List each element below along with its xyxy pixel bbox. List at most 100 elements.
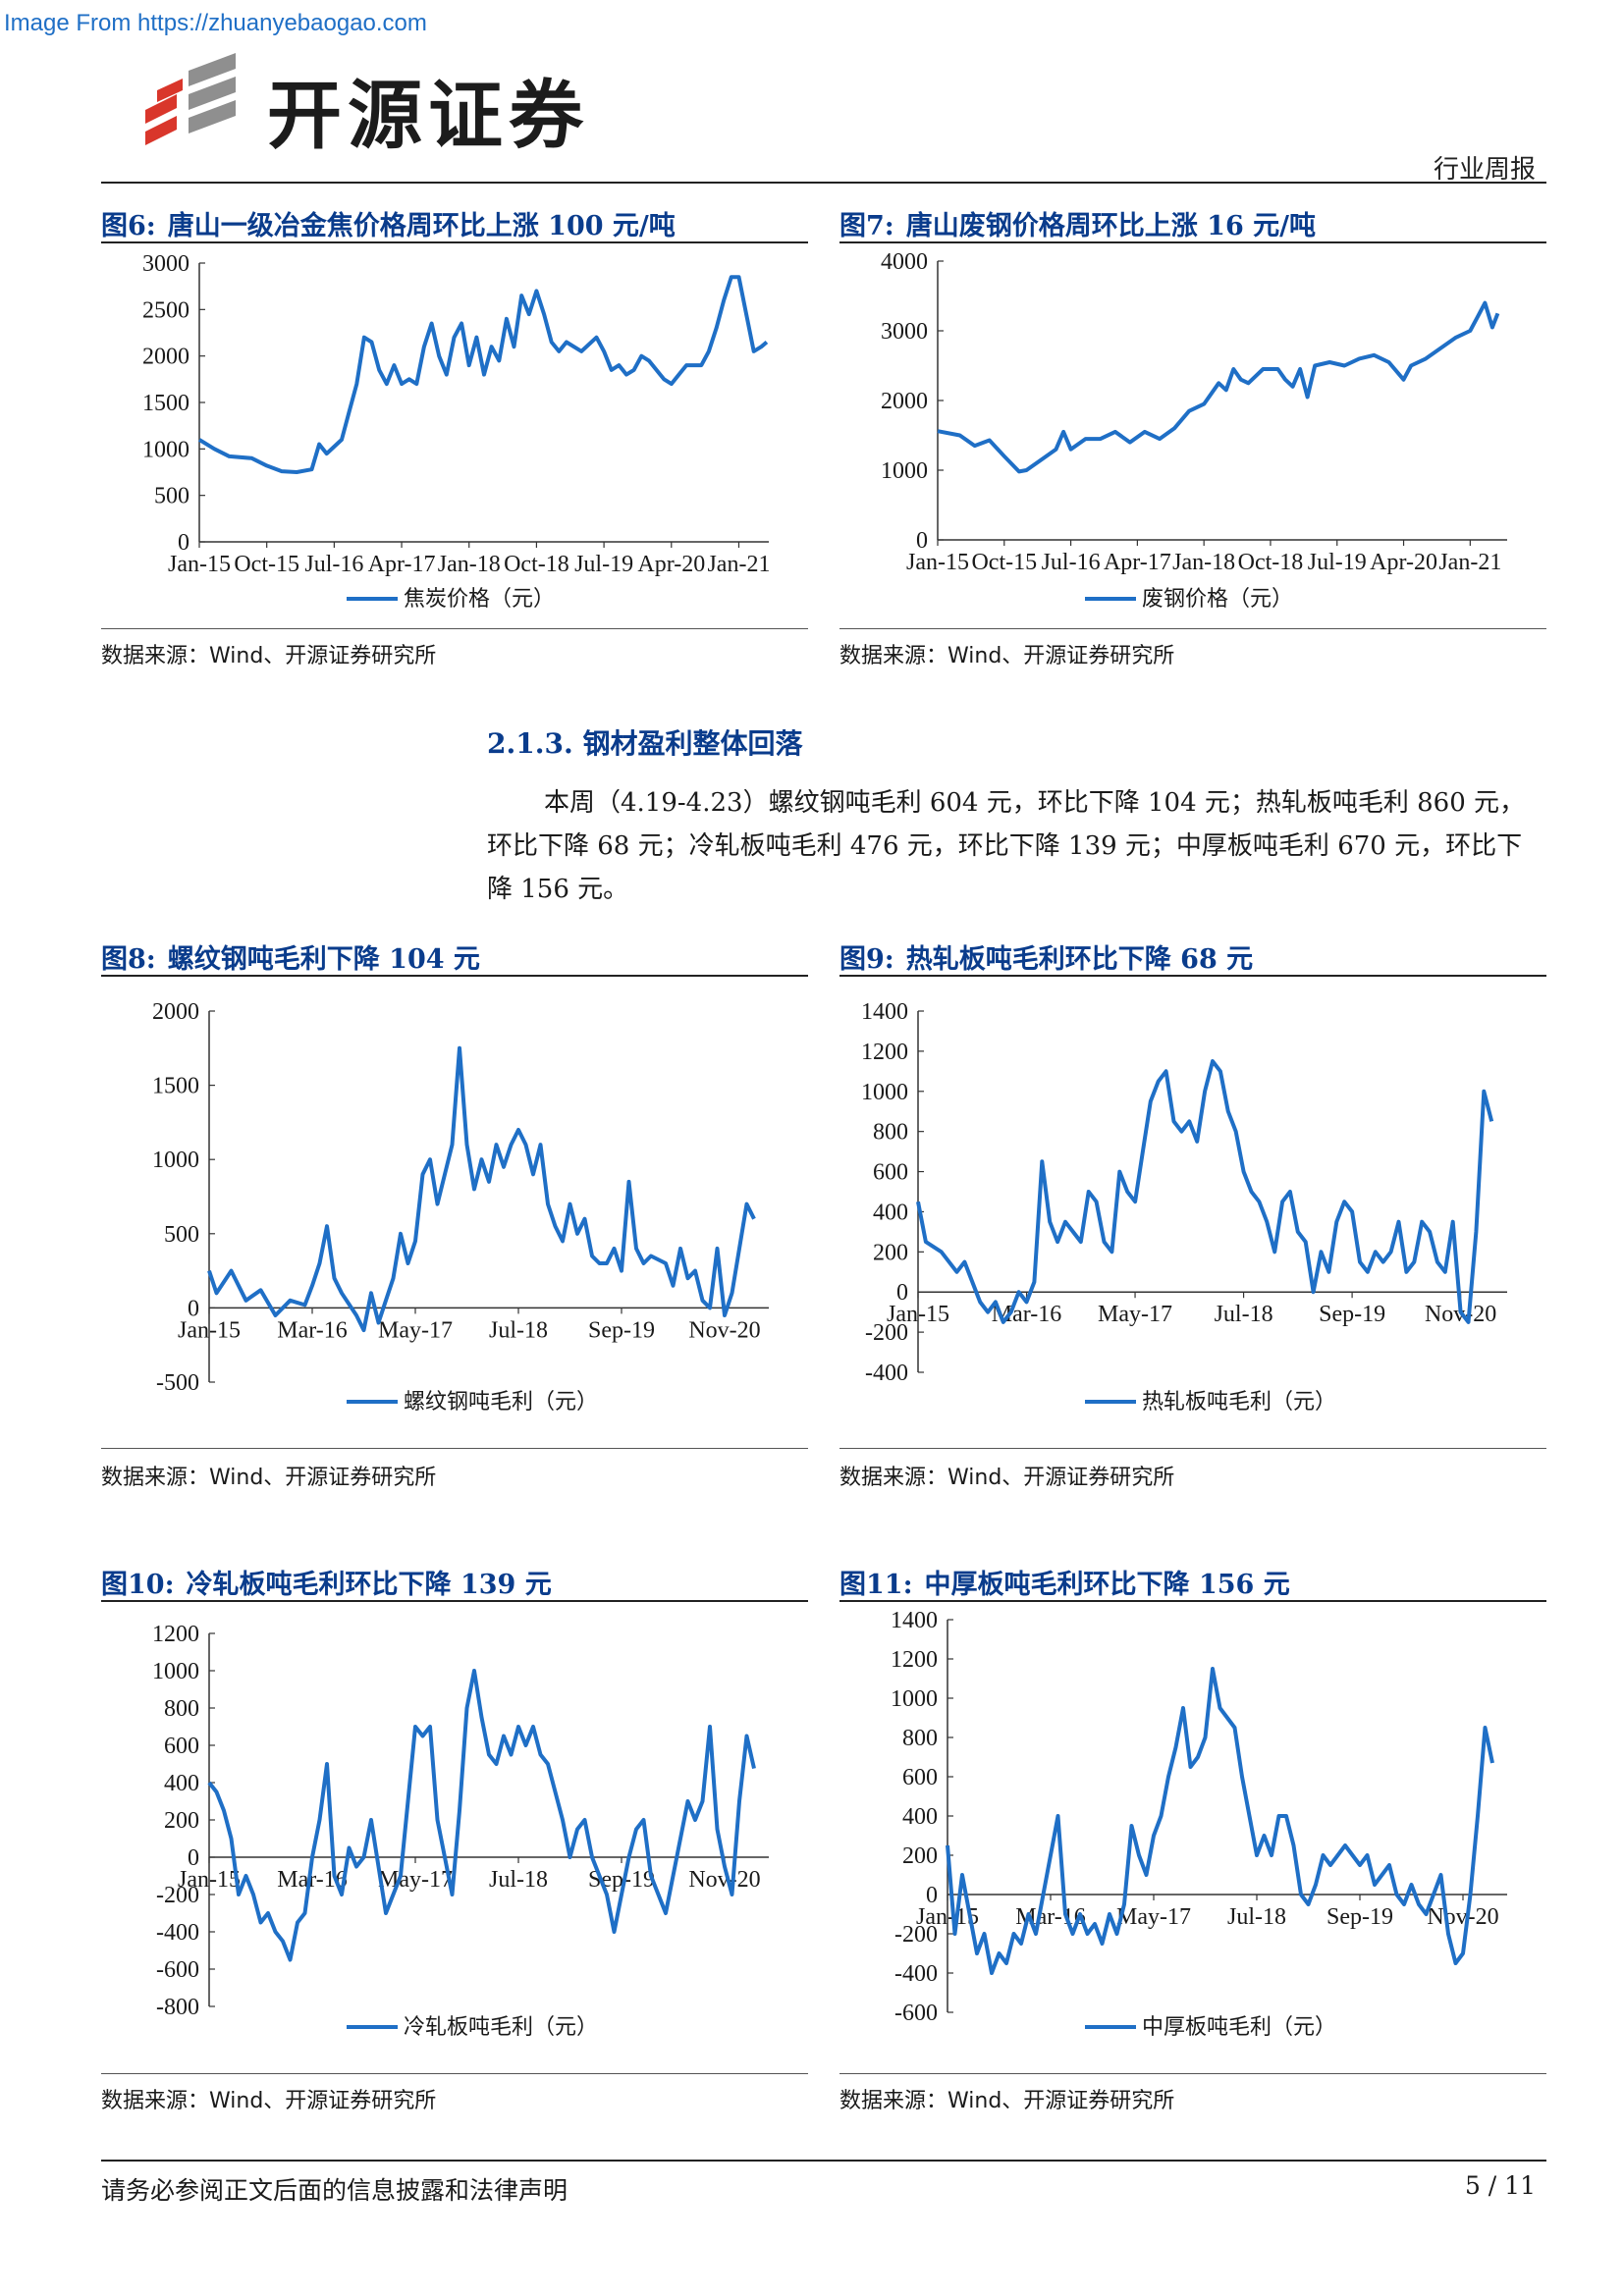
y-tick-label: 0 xyxy=(188,1296,199,1321)
figure-6-title-text: 唐山一级冶金焦价格周环比上涨 100 元/吨 xyxy=(167,211,676,241)
x-tick-label: May-17 xyxy=(378,1867,453,1893)
y-tick-label: -200 xyxy=(865,1320,908,1346)
y-tick-label: 600 xyxy=(902,1765,938,1790)
y-tick-label: 600 xyxy=(164,1734,199,1759)
figure-6-bottom-rule xyxy=(101,628,808,629)
series-line xyxy=(946,1667,1494,1975)
y-tick-label: 400 xyxy=(164,1771,199,1796)
y-tick-label: 1000 xyxy=(152,1148,199,1173)
legend-label: 热轧板吨毛利（元） xyxy=(1142,1390,1336,1415)
figure-8-title-text: 螺纹钢吨毛利下降 104 元 xyxy=(167,944,480,975)
figure-11-chart: -600-400-2000200400600800100012001400Jan… xyxy=(891,1608,1507,2040)
y-tick-label: 200 xyxy=(873,1240,908,1265)
y-tick-label: 400 xyxy=(902,1804,938,1830)
x-tick-label: Jul-16 xyxy=(1042,550,1101,575)
figure-7-title: 图7: 唐山废钢价格周环比上涨 16 元/吨 xyxy=(839,204,1316,242)
figure-11-label: 图11: xyxy=(839,1570,913,1600)
x-tick-label: Apr-17 xyxy=(1104,550,1171,575)
x-tick-label: Jan-15 xyxy=(178,1867,241,1893)
y-tick-label: 2500 xyxy=(142,297,189,323)
figure-7-bottom-rule xyxy=(839,628,1546,629)
figure-8-title: 图8: 螺纹钢吨毛利下降 104 元 xyxy=(101,937,480,976)
figure-10-top-rule xyxy=(101,1600,808,1602)
y-tick-label: -600 xyxy=(894,2001,938,2026)
report-type: 行业周报 xyxy=(1433,155,1536,185)
figure-9-source: 数据来源：Wind、开源证券研究所 xyxy=(839,1466,1175,1490)
legend-label: 废钢价格（元） xyxy=(1142,587,1293,612)
x-tick-label: Jul-18 xyxy=(1215,1302,1273,1327)
y-tick-label: 1000 xyxy=(142,437,189,462)
figure-11-bottom-rule xyxy=(839,2073,1546,2074)
x-tick-label: May-17 xyxy=(378,1317,453,1343)
figure-7-source: 数据来源：Wind、开源证券研究所 xyxy=(839,644,1175,668)
figure-8-label: 图8: xyxy=(101,944,156,975)
x-tick-label: Apr-20 xyxy=(1370,550,1437,575)
y-tick-label: -800 xyxy=(156,1995,199,2020)
x-tick-label: Sep-19 xyxy=(1326,1904,1393,1930)
x-tick-label: May-17 xyxy=(1116,1904,1191,1930)
figure-9-bottom-rule xyxy=(839,1448,1546,1449)
figure-11-top-rule xyxy=(839,1600,1546,1602)
brand-logo-mark xyxy=(145,53,236,145)
x-tick-label: Jan-21 xyxy=(707,552,770,577)
x-tick-label: Jul-18 xyxy=(489,1317,548,1343)
series-line xyxy=(916,1059,1494,1324)
header-rule xyxy=(101,182,1546,184)
legend-label: 螺纹钢吨毛利（元） xyxy=(404,1390,598,1415)
y-tick-label: 1000 xyxy=(861,1080,908,1105)
figure-9-top-rule xyxy=(839,975,1546,977)
y-tick-label: -500 xyxy=(156,1370,199,1396)
figure-11-title-text: 中厚板吨毛利环比下降 156 元 xyxy=(924,1570,1290,1600)
y-tick-label: 200 xyxy=(902,1843,938,1869)
x-tick-label: Sep-19 xyxy=(588,1317,655,1343)
y-tick-label: -400 xyxy=(156,1920,199,1946)
figure-7-title-text: 唐山废钢价格周环比上涨 16 元/吨 xyxy=(905,211,1316,241)
y-tick-label: -200 xyxy=(156,1883,199,1908)
y-tick-label: 0 xyxy=(916,528,928,554)
x-tick-label: Jan-18 xyxy=(1172,550,1235,575)
y-tick-label: 800 xyxy=(164,1696,199,1722)
y-tick-label: 200 xyxy=(164,1808,199,1834)
x-tick-label: Sep-19 xyxy=(1319,1302,1385,1327)
figure-6-top-rule xyxy=(101,241,808,243)
y-tick-label: -400 xyxy=(894,1961,938,1987)
footer-disclaimer: 请务必参阅正文后面的信息披露和法律声明 xyxy=(101,2176,568,2205)
figure-10-title: 图10: 冷轧板吨毛利环比下降 139 元 xyxy=(101,1563,552,1601)
x-tick-label: Oct-15 xyxy=(971,550,1037,575)
figure-9-chart: -400 -200 0 200 400 600 800 1000 1200 1400 Jan-15 M… xyxy=(861,999,1507,1415)
figure-6-title: 图6: 唐山一级冶金焦价格周环比上涨 100 元/吨 xyxy=(101,204,676,242)
figure-8-bottom-rule xyxy=(101,1448,808,1449)
y-tick-label: 800 xyxy=(902,1726,938,1751)
y-tick-label: 3000 xyxy=(881,319,928,345)
figure-9-title: 图9: 热轧板吨毛利环比下降 68 元 xyxy=(839,937,1253,976)
legend-label: 焦炭价格（元） xyxy=(404,587,555,612)
y-tick-label: 3000 xyxy=(142,251,189,277)
y-tick-label: 2000 xyxy=(152,999,199,1025)
figure-11-title: 图11: 中厚板吨毛利环比下降 156 元 xyxy=(839,1563,1290,1601)
y-tick-label: -400 xyxy=(865,1361,908,1386)
y-tick-label: 1000 xyxy=(881,458,928,484)
x-tick-label: Oct-18 xyxy=(1238,550,1304,575)
page-number: 5 / 11 xyxy=(1464,2171,1536,2200)
y-tick-label: 1200 xyxy=(861,1040,908,1065)
figure-7-chart: 0 1000 2000 3000 4000 Jan-15 Oct-15 Jul-16 Apr-1… xyxy=(881,249,1507,612)
x-tick-label: Jul-16 xyxy=(304,552,363,577)
x-tick-label: Jan-18 xyxy=(438,552,501,577)
y-tick-label: 0 xyxy=(926,1883,938,1908)
watermark-text: Image From https://zhuanyebaogao.com xyxy=(4,10,427,36)
figure-10-title-text: 冷轧板吨毛利环比下降 139 元 xyxy=(186,1570,552,1600)
y-tick-label: 1400 xyxy=(861,999,908,1025)
section-heading: 2.1.3. 钢材盈利整体回落 xyxy=(487,727,803,760)
y-tick-label: 2000 xyxy=(881,389,928,414)
y-tick-label: 1000 xyxy=(152,1659,199,1684)
x-tick-label: Jul-18 xyxy=(489,1867,548,1893)
y-tick-label: 1200 xyxy=(152,1622,199,1647)
figure-8-top-rule xyxy=(101,975,808,977)
figure-10-chart: -800 -600 -400 -200 0 200 400 600 800 1000 1200 Jan… xyxy=(152,1622,769,2040)
figure-9-title-text: 热轧板吨毛利环比下降 68 元 xyxy=(905,944,1254,975)
x-tick-label: Jul-19 xyxy=(1308,550,1367,575)
y-tick-label: 500 xyxy=(154,484,189,509)
x-tick-label: Jan-15 xyxy=(906,550,969,575)
x-tick-label: Nov-20 xyxy=(1427,1904,1498,1930)
y-tick-label: 1000 xyxy=(891,1686,938,1712)
